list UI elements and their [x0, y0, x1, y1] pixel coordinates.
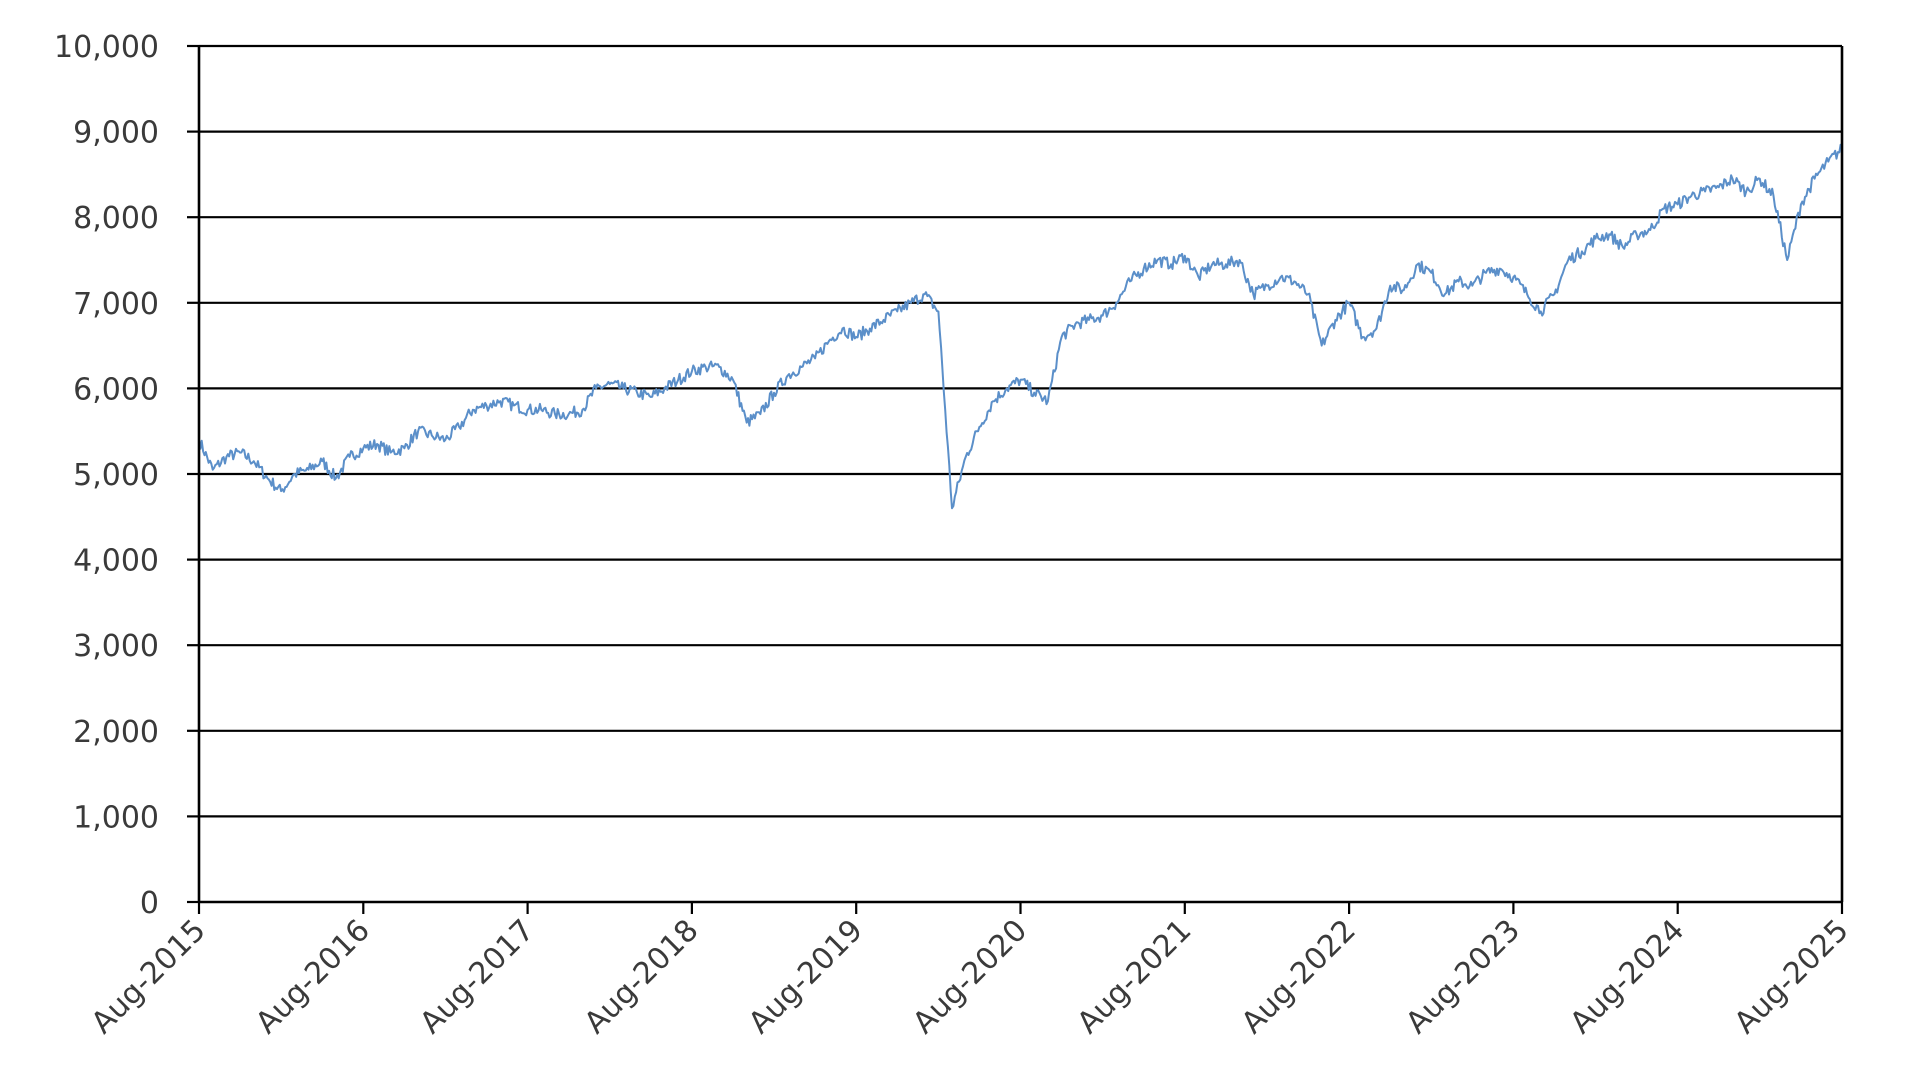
y-tick-label: 3,000: [73, 629, 159, 664]
y-tick-label: 7,000: [73, 287, 159, 322]
y-tick-label: 5,000: [73, 458, 159, 493]
y-tick-label: 0: [140, 886, 159, 921]
y-tick-label: 1,000: [73, 800, 159, 835]
x-tick-label: Aug-2019: [742, 913, 870, 1041]
axes: [187, 44, 1844, 914]
y-tick-label: 2,000: [73, 715, 159, 750]
series-line: [198, 143, 1843, 510]
y-tick-label: 4,000: [73, 544, 159, 579]
x-tick-label: Aug-2018: [578, 913, 706, 1041]
y-tick-label: 6,000: [73, 372, 159, 407]
x-axis-tick-labels: Aug-2015 Aug-2016 Aug-2017 Aug-2018 Aug-2019…: [85, 913, 1856, 1041]
x-tick-label: Aug-2024: [1564, 913, 1692, 1041]
x-tick-label: Aug-2025: [1728, 913, 1856, 1041]
x-tick-label: Aug-2023: [1399, 913, 1527, 1041]
y-axis-tick-labels: 0 1,000 2,000 3,000 4,000 5,000 6,000 7,000 8,00…: [54, 30, 159, 921]
x-tick-label: Aug-2021: [1071, 913, 1199, 1041]
gridlines: [199, 44, 1842, 818]
series-lines: [198, 143, 1843, 510]
x-tick-label: Aug-2022: [1235, 913, 1363, 1041]
y-tick-label: 9,000: [73, 116, 159, 151]
x-tick-label: Aug-2020: [906, 913, 1034, 1041]
x-tick-label: Aug-2015: [85, 913, 213, 1041]
x-tick-label: Aug-2016: [249, 913, 377, 1041]
x-tick-label: Aug-2017: [413, 913, 541, 1041]
y-tick-label: 10,000: [54, 30, 159, 65]
y-tick-label: 8,000: [73, 201, 159, 236]
